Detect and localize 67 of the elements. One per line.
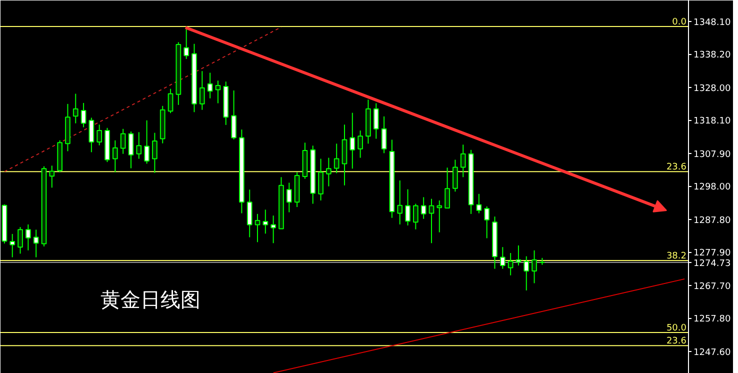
candlestick <box>26 224 31 251</box>
annotation: 23.6 <box>666 336 687 347</box>
candlestick <box>215 80 221 104</box>
candlestick <box>318 158 324 201</box>
candlestick <box>168 88 174 114</box>
candlestick <box>500 246 506 270</box>
annotation: 黄金日线图 <box>100 288 200 312</box>
y-tick-label: 1307.90 <box>694 150 731 160</box>
candlestick <box>72 93 78 124</box>
candlestick <box>436 200 442 233</box>
candlestick <box>452 159 458 192</box>
candlestick <box>49 165 55 188</box>
candlestick <box>342 124 348 186</box>
candlestick <box>88 117 94 153</box>
candlestick <box>286 182 292 213</box>
y-tick-label: 1277.90 <box>694 248 731 259</box>
candlestick <box>10 233 16 258</box>
candlestick <box>460 144 466 178</box>
annotation: 38.2 <box>666 252 687 262</box>
y-tick-label: 1318.10 <box>694 116 731 127</box>
y-tick-label: 1328.00 <box>694 84 731 94</box>
y-tick-label: 1298.00 <box>694 182 731 193</box>
candlestick <box>532 250 537 284</box>
candlestick <box>350 112 356 170</box>
candlestick <box>524 256 530 291</box>
candlestick <box>33 229 39 258</box>
candlestick <box>326 157 332 187</box>
candlestick <box>358 130 363 158</box>
candlestick <box>80 102 86 128</box>
candlestick <box>413 203 418 230</box>
candlestick <box>484 206 490 239</box>
y-tick-label: 1247.60 <box>694 348 731 358</box>
candlestick <box>444 167 450 209</box>
candlestick <box>199 70 205 110</box>
candlestick <box>428 198 434 244</box>
candlestick <box>207 72 213 99</box>
candlestick <box>373 102 379 140</box>
annotation: 23.6 <box>666 162 687 173</box>
y-tick-label: 1348.10 <box>694 18 731 28</box>
y-tick-label: 1267.70 <box>694 282 731 292</box>
candlestick <box>262 209 268 234</box>
candlestick <box>270 215 276 244</box>
candlestick <box>96 124 102 146</box>
candlestick <box>254 213 260 243</box>
annotation: 50.0 <box>666 323 687 334</box>
y-tick-label: 1287.80 <box>694 216 731 226</box>
y-tick-label: 1338.20 <box>694 50 731 61</box>
candlestick <box>508 252 514 276</box>
candlestick <box>516 244 522 266</box>
y-tick-label: 1257.80 <box>694 314 731 325</box>
candlestick <box>381 116 387 154</box>
annotation: 0.0 <box>672 17 687 28</box>
candlestick <box>136 132 142 160</box>
candlestick <box>476 193 482 214</box>
candlestick <box>231 90 236 140</box>
candlestick <box>246 189 252 238</box>
candlestick <box>397 180 403 225</box>
candlestick <box>18 226 23 254</box>
candlestick <box>334 143 340 174</box>
candlestick <box>420 196 426 220</box>
candlestick <box>120 128 126 154</box>
candlestick <box>144 120 150 164</box>
candlestick <box>405 188 410 226</box>
ref-line-label: 1274.73 <box>694 258 731 269</box>
candlestick <box>112 140 118 173</box>
candlestick <box>152 132 158 174</box>
candlestick <box>128 131 134 169</box>
